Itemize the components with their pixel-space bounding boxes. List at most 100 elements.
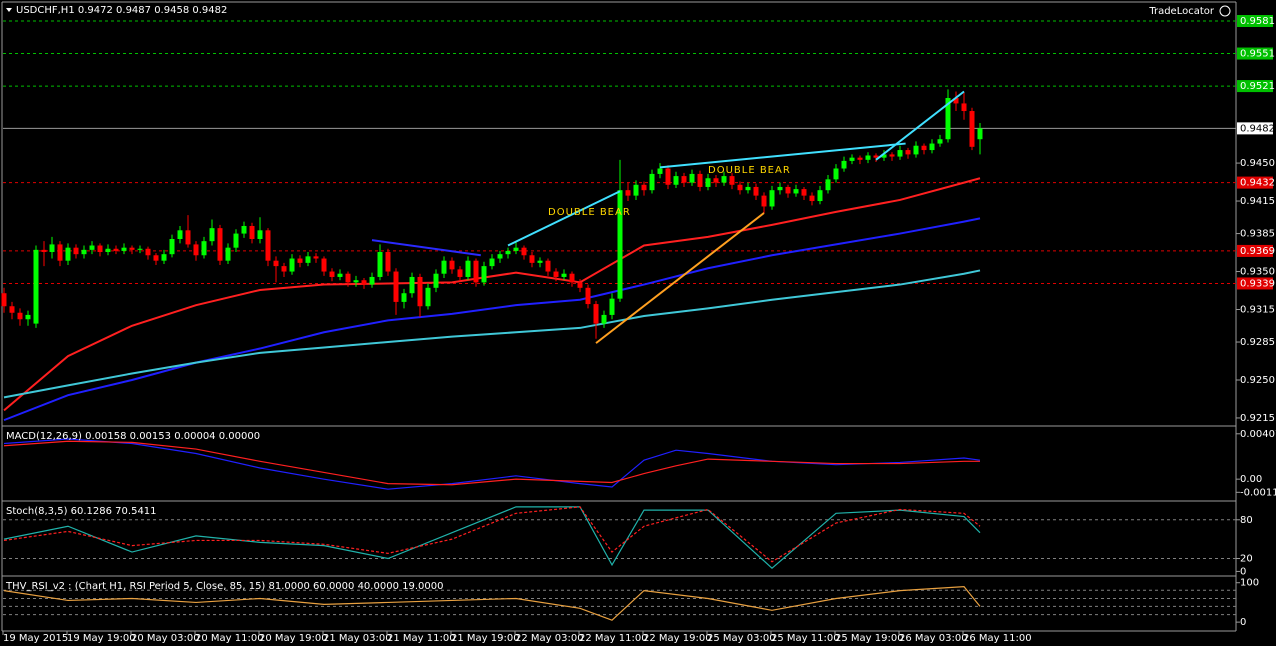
- x-tick-label: 26 May 11:00: [963, 633, 1032, 644]
- candle-body: [409, 276, 415, 294]
- candle-body: [25, 314, 31, 320]
- level-box: [1237, 80, 1273, 93]
- indicator-tick-label: 80: [1240, 515, 1253, 526]
- level-box: [1237, 244, 1273, 257]
- candle-body: [9, 306, 15, 313]
- menu-arrow[interactable]: [6, 8, 12, 12]
- x-tick-label: 21 May 19:00: [451, 633, 520, 644]
- trendline: [659, 142, 906, 169]
- y-tick-label: 0.9385: [1240, 229, 1275, 240]
- indicator-tick-label: 20: [1240, 554, 1253, 565]
- candle-body: [57, 244, 63, 261]
- candle-body: [697, 173, 703, 187]
- trendline: [507, 190, 621, 247]
- indicator-tick-label: 0.00407: [1240, 429, 1276, 440]
- moving-average: [3, 269, 981, 399]
- candle-body: [865, 155, 871, 160]
- candle-body: [857, 157, 863, 160]
- current-price-box: [1237, 122, 1273, 135]
- brand-icon[interactable]: [1219, 5, 1231, 17]
- indicator-tick-label: 100: [1240, 578, 1259, 589]
- candle-body: [825, 179, 831, 191]
- candle-body: [657, 168, 663, 174]
- candle-body: [729, 176, 735, 185]
- candle-body: [633, 184, 639, 196]
- candle-body: [673, 176, 679, 185]
- candle-body: [457, 269, 463, 277]
- level-box: [1237, 47, 1273, 60]
- candle-body: [193, 244, 199, 256]
- candle-body: [897, 150, 903, 157]
- candle-body: [137, 248, 143, 250]
- candle-body: [89, 245, 95, 250]
- level-box: [1237, 15, 1273, 28]
- candle-body: [969, 111, 975, 147]
- candle-body: [265, 230, 271, 261]
- candle-body: [169, 238, 175, 255]
- candle-body: [145, 248, 151, 256]
- candle-body: [561, 273, 567, 277]
- candle-body: [73, 247, 79, 255]
- candle-body: [681, 176, 687, 183]
- x-tick-label: 25 May 19:00: [835, 633, 904, 644]
- candle-body: [665, 168, 671, 185]
- candle-body: [809, 195, 815, 202]
- candle-body: [17, 312, 23, 320]
- candle-body: [537, 260, 543, 263]
- candle-body: [713, 178, 719, 183]
- candle-body: [209, 228, 215, 242]
- candle-body: [473, 260, 479, 283]
- indicator-line: [3, 506, 981, 563]
- candle-body: [961, 103, 967, 112]
- candle-body: [249, 225, 255, 239]
- x-tick-label: 19 May 19:00: [67, 633, 136, 644]
- x-tick-label: 20 May 19:00: [259, 633, 328, 644]
- indicator-line: [3, 586, 981, 621]
- y-tick-label: 0.9350: [1240, 267, 1275, 278]
- candle-body: [217, 228, 223, 261]
- candle-body: [921, 145, 927, 151]
- candle-body: [585, 287, 591, 305]
- candle-body: [977, 128, 983, 140]
- x-tick-label: 25 May 11:00: [771, 633, 840, 644]
- candle-body: [393, 271, 399, 302]
- candle-body: [529, 255, 535, 263]
- brand: TradeLocator: [1148, 6, 1215, 17]
- y-tick-label: 0.9285: [1240, 337, 1275, 348]
- candle-body: [273, 260, 279, 267]
- candle-body: [281, 266, 287, 272]
- y-tick-label: 0.9315: [1240, 304, 1275, 315]
- chart-title: USDCHF,H1 0.9472 0.9487 0.9458 0.9482: [16, 5, 227, 16]
- x-tick-label: 22 May 03:00: [515, 633, 584, 644]
- candle-body: [385, 252, 391, 272]
- candle-body: [241, 225, 247, 234]
- candle-body: [577, 282, 583, 288]
- indicator-line: [3, 440, 980, 486]
- candle-body: [353, 280, 359, 283]
- level-box: [1237, 176, 1273, 189]
- candle-body: [721, 176, 727, 183]
- indicator-line: [3, 438, 981, 490]
- candle-body: [233, 233, 239, 248]
- candle-body: [481, 266, 487, 283]
- indicator-title: Stoch(8,3,5) 60.1286 70.5411: [6, 506, 157, 517]
- indicator-tick-label: 0: [1240, 617, 1246, 628]
- candle-body: [929, 143, 935, 151]
- candle-body: [305, 256, 311, 263]
- candle-body: [401, 293, 407, 302]
- x-tick-label: 26 May 03:00: [899, 633, 968, 644]
- candle-body: [65, 247, 71, 261]
- candle-body: [113, 248, 119, 251]
- candle-body: [777, 186, 783, 191]
- level-label: 0.9521: [1240, 81, 1275, 92]
- trendline: [875, 90, 965, 161]
- candle-body: [601, 314, 607, 324]
- candle-body: [449, 260, 455, 270]
- indicator-tick-label: 0: [1240, 566, 1246, 577]
- candle-body: [361, 280, 367, 285]
- candle-body: [793, 189, 799, 194]
- level-label: 0.9551: [1240, 49, 1275, 60]
- candle-body: [649, 173, 655, 191]
